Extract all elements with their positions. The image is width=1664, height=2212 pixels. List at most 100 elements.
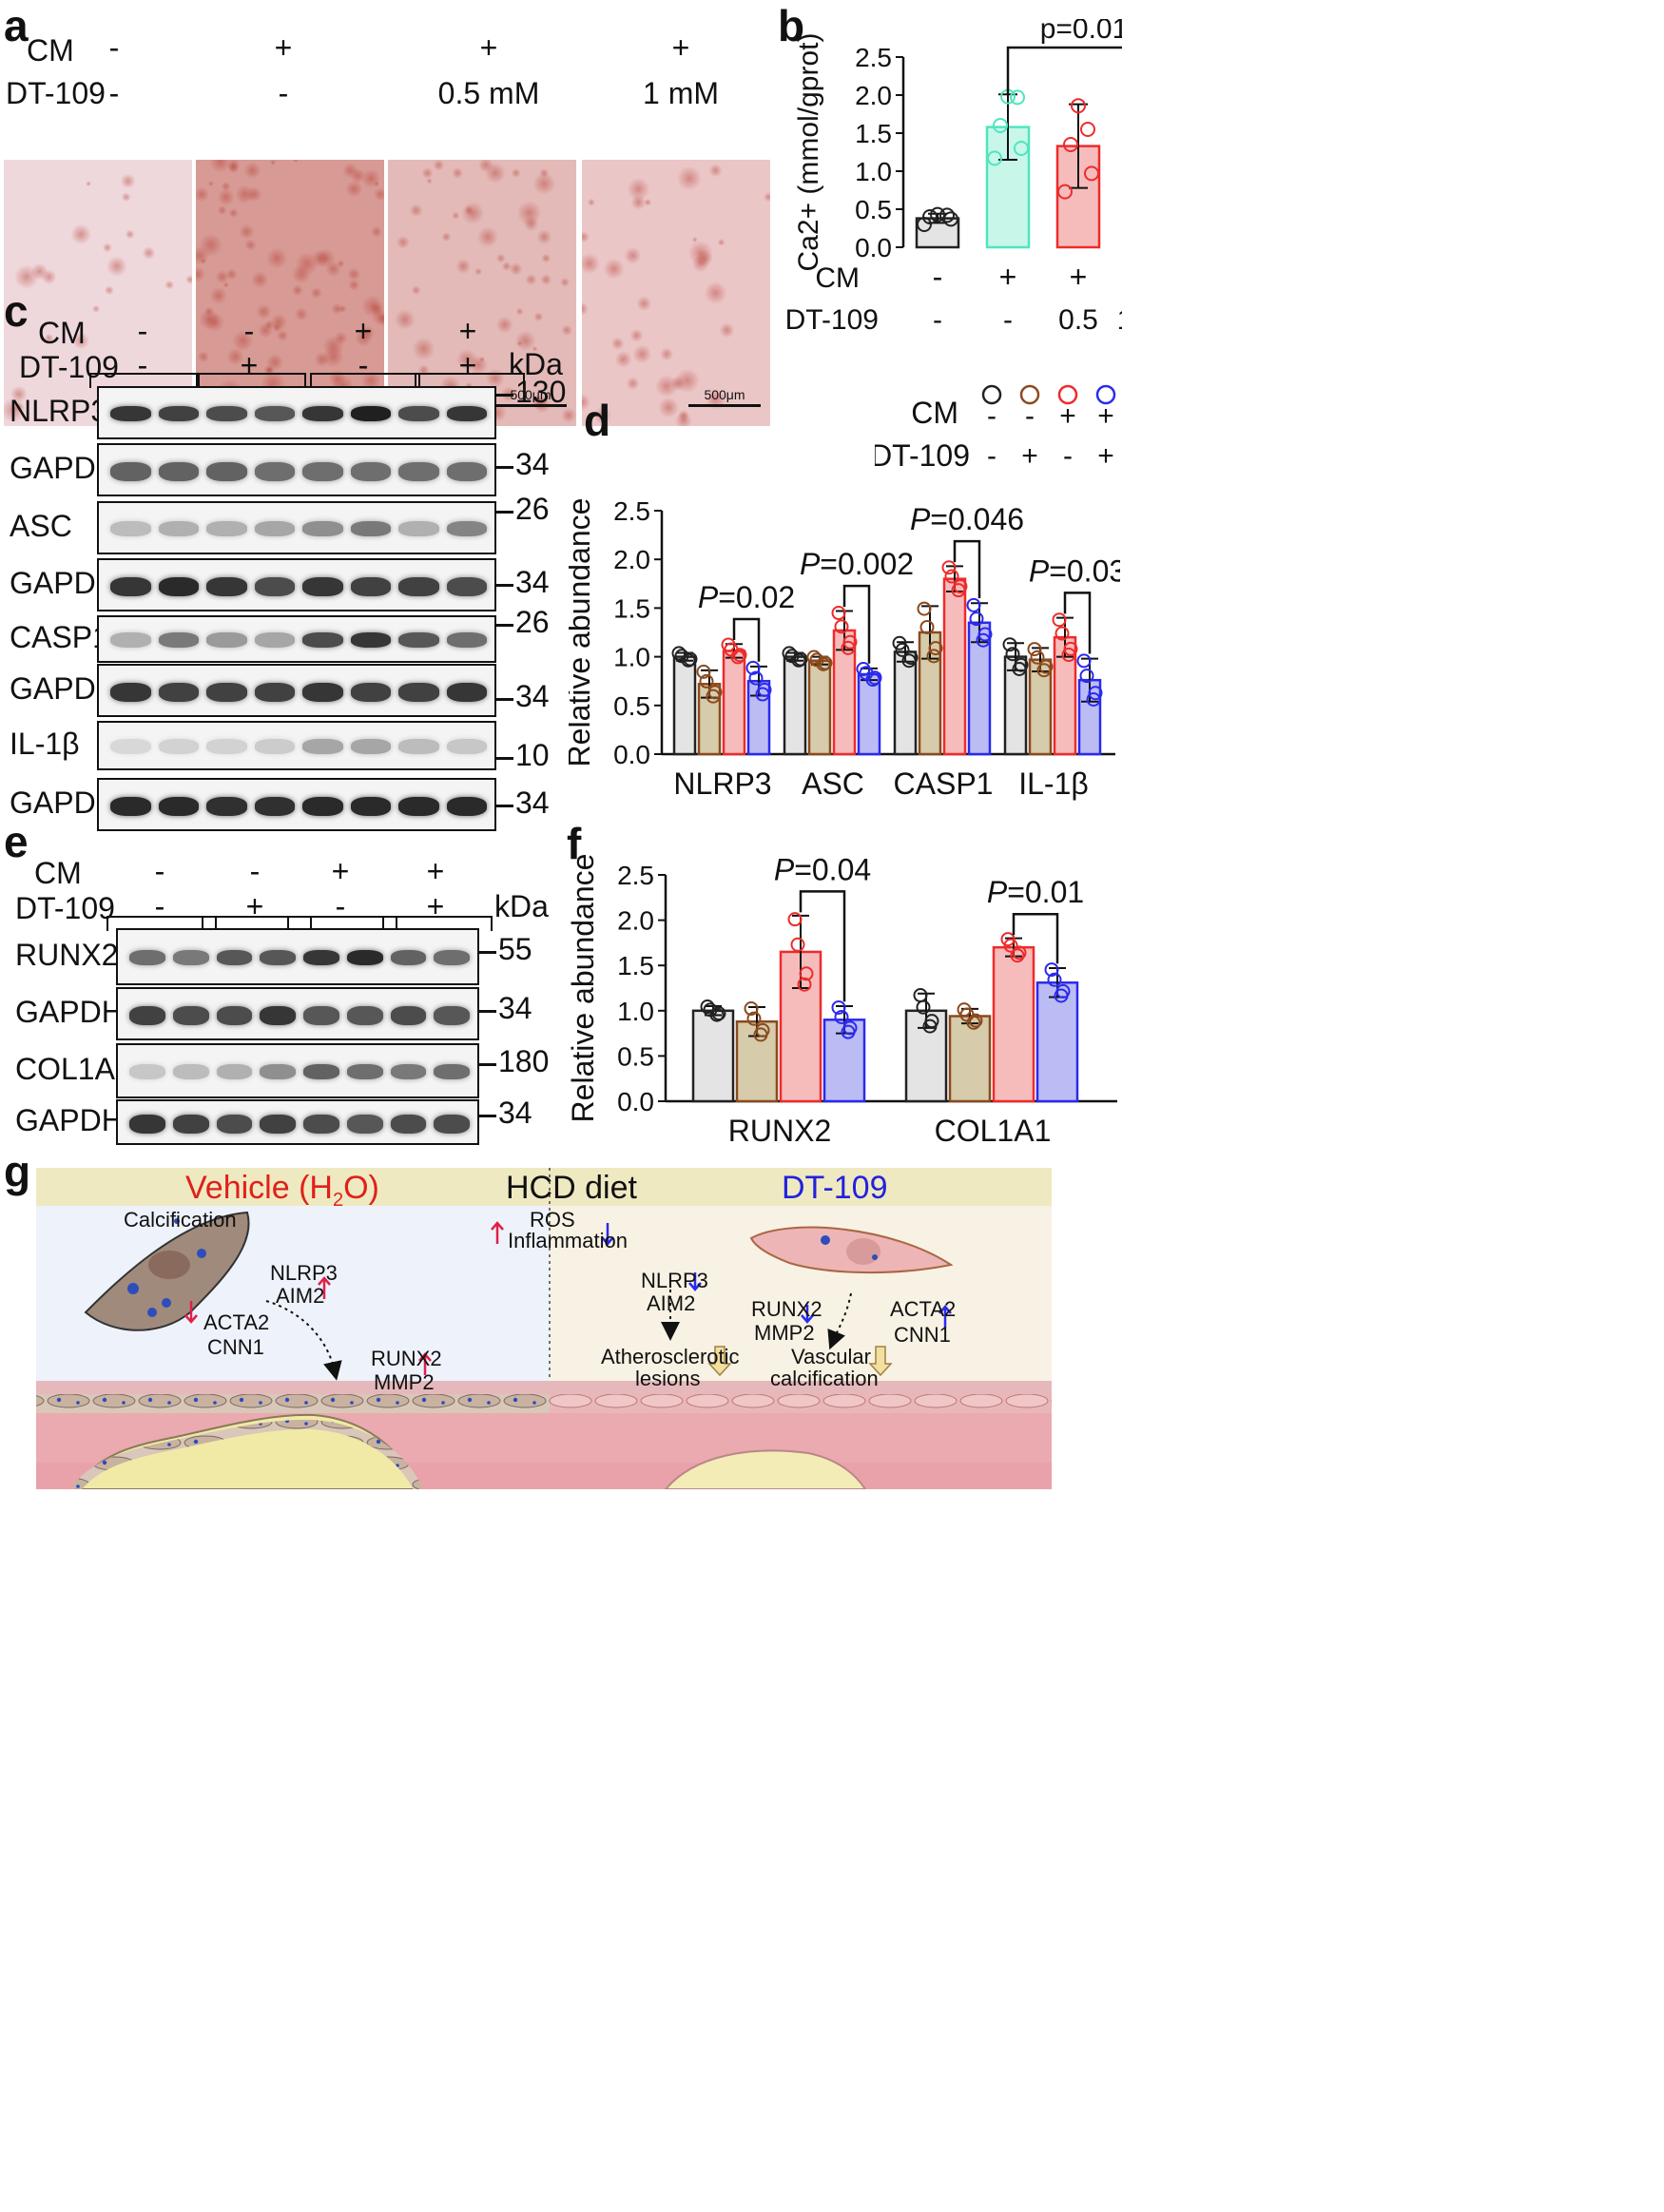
blot-band (110, 683, 151, 702)
data-point (799, 966, 814, 981)
blot-band (158, 797, 199, 816)
data-point (1084, 165, 1099, 182)
dt-value: - (108, 76, 120, 110)
significance-bracket (1006, 46, 1122, 95)
kda-marker: 26 (515, 492, 550, 526)
blot-band (346, 1006, 383, 1025)
blot-band (254, 521, 295, 536)
data-point (1071, 98, 1086, 114)
blot-band (302, 739, 343, 754)
blot-band (446, 797, 487, 816)
blot-band (302, 462, 343, 481)
kda-marker: 180 (498, 1044, 550, 1078)
data-point (831, 999, 846, 1015)
data-point (1052, 612, 1067, 628)
marker-tick (479, 951, 496, 954)
blot-band (206, 632, 247, 648)
blot-band (346, 1115, 383, 1134)
data-point (1080, 122, 1095, 137)
legend-marker (1057, 384, 1078, 405)
blot-band (446, 632, 487, 648)
blot-band (206, 406, 247, 421)
significance-bracket (842, 584, 871, 664)
data-point (993, 118, 1008, 133)
cm-value: + (1070, 260, 1088, 294)
blot-band (110, 632, 151, 648)
category-label: ASC (802, 766, 864, 801)
calcification-label: Calcification (124, 1208, 237, 1232)
marker-tick (496, 805, 513, 807)
data-point (1055, 626, 1070, 641)
significance-bracket (1012, 912, 1059, 964)
data-point (744, 1001, 759, 1017)
data-point (730, 650, 745, 665)
bar (722, 650, 746, 756)
blot-band (172, 1115, 209, 1134)
p-value-label: P=0.03 (1029, 553, 1120, 588)
data-point (681, 652, 696, 668)
blot-band (446, 521, 487, 536)
blot-strip (97, 386, 496, 439)
legend-marker (981, 384, 1002, 405)
blot-band (346, 950, 383, 965)
blot-band (260, 1064, 296, 1079)
blot-band (302, 577, 343, 596)
blot-band (398, 683, 439, 702)
data-point (916, 999, 931, 1015)
blot-row-label: COL1A1 (15, 1052, 132, 1086)
blot-band (303, 950, 339, 965)
y-tick-label: 1.0 (617, 997, 654, 1026)
blot-band (398, 521, 439, 536)
data-point (1014, 141, 1029, 156)
data-point (867, 670, 882, 686)
data-point (917, 601, 932, 616)
data-point (797, 977, 812, 992)
bar (807, 659, 832, 756)
bar (1035, 981, 1079, 1103)
kda-marker: 34 (515, 565, 550, 599)
kda-marker: 10 (515, 738, 550, 772)
data-point (1010, 948, 1025, 963)
data-point (790, 937, 805, 952)
marker-tick (496, 584, 513, 587)
dt-value: - (335, 889, 346, 923)
scale-label: 500μm (704, 387, 745, 402)
y-axis-label: Relative abundance (569, 498, 596, 767)
acta2-right: ACTA2 (890, 1297, 957, 1321)
vehicle-subscript: 2 (332, 1189, 344, 1211)
data-point (1063, 641, 1078, 656)
data-point (711, 1006, 726, 1021)
y-tick-label: 0.0 (617, 1087, 654, 1116)
lane-bracket (196, 373, 306, 388)
legend-dt-value: - (987, 440, 996, 472)
kda-marker: 34 (515, 447, 550, 481)
blot-band (110, 406, 151, 421)
data-point (1036, 663, 1052, 678)
blot-band (206, 521, 247, 536)
chart-b: 0.0 0.5 1.0 1.5 2.0 2.5 Ca2+ (mmol/gprot) p=0.0… (785, 19, 1122, 333)
blot-strip (97, 443, 496, 496)
data-point (969, 611, 984, 627)
dt-value: 0.5 mM (437, 76, 540, 110)
blot-band (206, 739, 247, 754)
data-point (1000, 932, 1016, 947)
category-label: CASP1 (894, 766, 994, 801)
blot-band (350, 632, 391, 648)
blot-band (260, 1006, 296, 1025)
blot-row-label: IL-1β (10, 727, 80, 761)
blot-band (172, 1064, 209, 1079)
lane-bracket (415, 373, 525, 388)
micrograph-2: 500μm (196, 160, 384, 426)
blot-band (434, 1064, 470, 1079)
dt-value: - (137, 348, 148, 382)
data-point (1003, 938, 1018, 953)
blot-strip (97, 558, 496, 611)
y-tick-label: 0.5 (617, 1041, 654, 1071)
data-point (787, 912, 803, 927)
data-point (841, 640, 856, 655)
blot-strip (116, 1043, 479, 1098)
y-tick-label: 0.5 (613, 691, 650, 721)
aim2-left: AIM2 (276, 1284, 325, 1308)
cm-value: + (354, 314, 373, 348)
